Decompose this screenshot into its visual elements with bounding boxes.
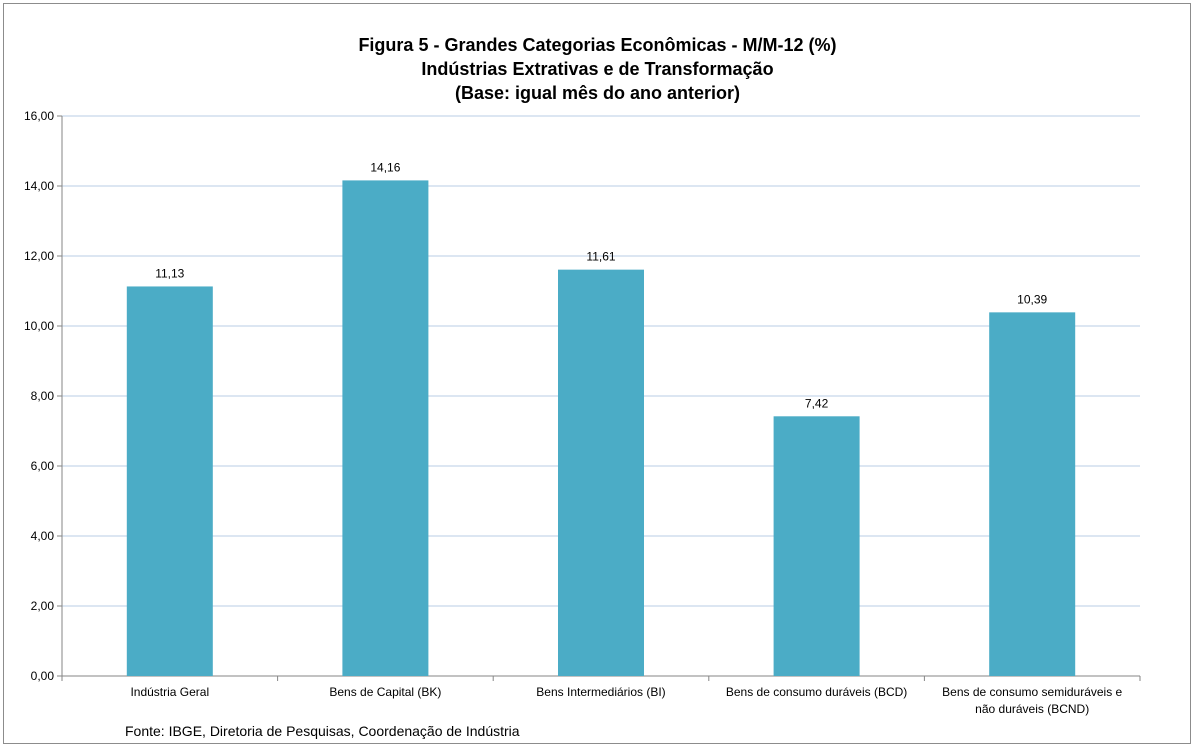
data-label: 10,39 [1017,292,1047,306]
bar [342,180,429,676]
bar [989,312,1076,676]
y-tick-label: 0,00 [31,669,55,683]
x-category-label: Bens de Capital (BK) [329,685,441,699]
y-tick-label: 4,00 [31,529,55,543]
chart-subtitle: Indústrias Extrativas e de Transformação [421,59,774,79]
chart-subtitle-base: (Base: igual mês do ano anterior) [454,83,741,103]
data-label: 7,42 [805,396,829,410]
bar [773,416,860,676]
x-category-label: Bens de consumo duráveis (BCD) [726,685,907,699]
source-note: Fonte: IBGE, Diretoria de Pesquisas, Coo… [125,723,520,739]
bar [558,269,644,676]
x-category-label: Bens Intermediários (BI) [536,685,665,699]
y-tick-label: 16,00 [24,109,54,123]
chart-title: Figura 5 - Grandes Categorias Econômicas… [358,35,837,55]
y-tick-label: 6,00 [31,459,55,473]
data-label: 14,16 [370,160,400,174]
x-category-label: Indústria Geral [130,685,209,699]
x-category-label: Bens de consumo semiduráveis e não duráve… [942,685,1122,716]
y-tick-label: 2,00 [31,599,55,613]
bar [126,286,213,676]
data-label: 11,13 [155,266,184,280]
y-tick-label: 10,00 [24,319,54,333]
y-tick-label: 8,00 [31,389,55,403]
data-label: 11,61 [586,250,615,264]
y-tick-label: 12,00 [24,249,54,263]
y-tick-label: 14,00 [24,179,54,193]
